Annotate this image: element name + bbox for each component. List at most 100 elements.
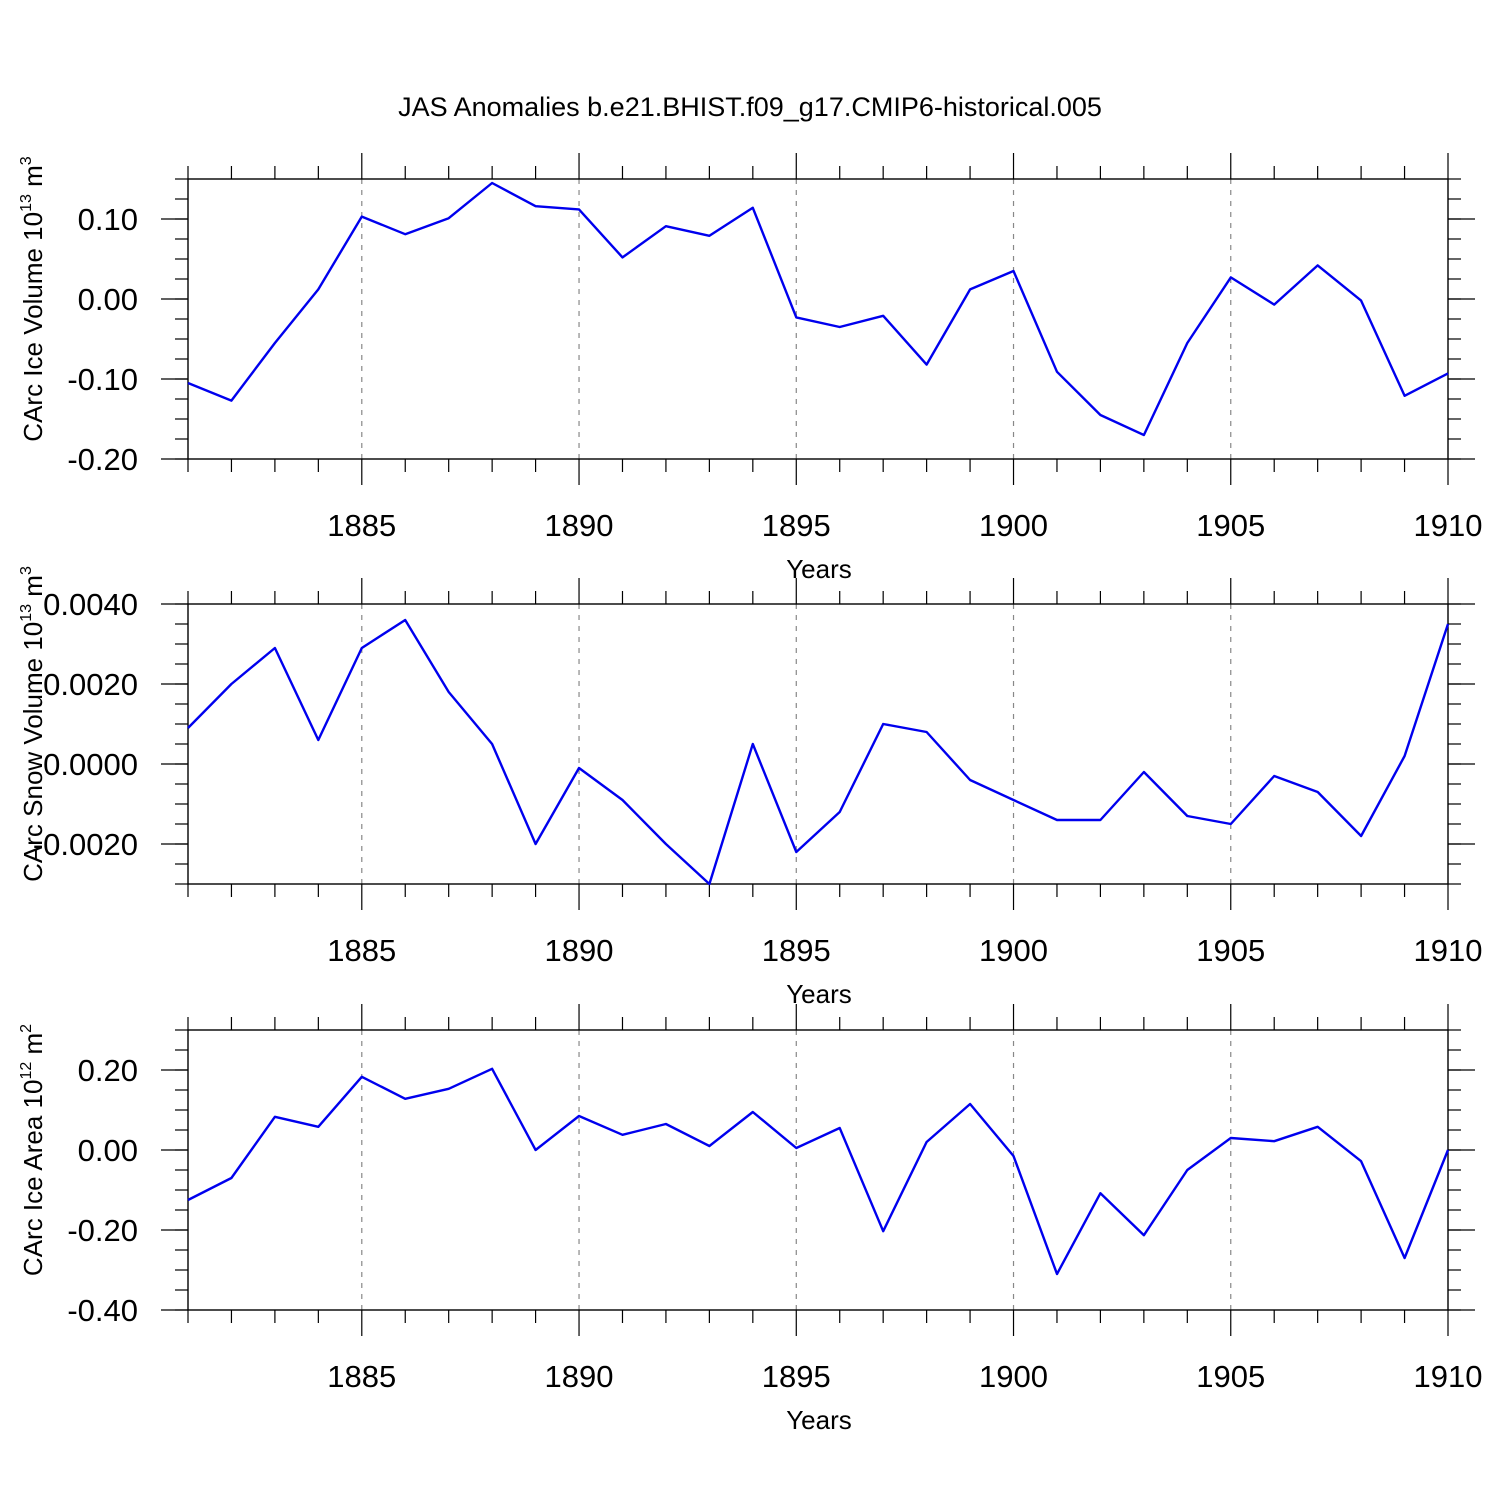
data-point-1903 [1142, 433, 1146, 437]
y-axis-title-unit-exponent: 3 [18, 566, 35, 575]
data-point-1887 [447, 1087, 451, 1091]
data-point-1890 [577, 1114, 581, 1118]
data-point-1887 [447, 690, 451, 694]
data-point-1908 [1359, 834, 1363, 838]
data-point-1896 [838, 810, 842, 814]
data-point-1893 [707, 1144, 711, 1148]
data-point-1889 [534, 842, 538, 846]
data-point-1884 [316, 287, 320, 291]
data-point-1899 [968, 778, 972, 782]
data-point-1909 [1403, 754, 1407, 758]
y-tick-label: 0.0040 [43, 587, 138, 622]
data-point-1896 [838, 325, 842, 329]
data-point-1892 [664, 1122, 668, 1126]
data-point-1902 [1098, 1191, 1102, 1195]
data-point-1893 [707, 234, 711, 238]
y-tick-label: -0.20 [67, 442, 138, 477]
plot-frame [187, 178, 1449, 460]
y-axis-title: CArc Snow Volume 1013 m3 [18, 566, 48, 882]
y-tick-label: -0.40 [67, 1293, 138, 1328]
series-line-2 [187, 618, 1450, 886]
data-point-1897 [881, 722, 885, 726]
data-point-1886 [403, 232, 407, 236]
data-point-1899 [968, 1102, 972, 1106]
data-point-1898 [925, 363, 929, 367]
data-point-1896 [838, 1126, 842, 1130]
data-point-1901 [1055, 1272, 1059, 1276]
data-point-1884 [316, 1125, 320, 1129]
x-tick-label-1900: 1900 [979, 1359, 1048, 1394]
x-axis-title: Years [786, 979, 852, 1009]
data-point-1904 [1185, 1168, 1189, 1172]
y-tick-label: 0.20 [78, 1053, 138, 1088]
x-axis-title: Years [786, 554, 852, 584]
y-axis-title: CArc Ice Volume 1013 m3 [18, 156, 48, 441]
x-tick-label-1910: 1910 [1414, 933, 1483, 968]
plot-frame [187, 603, 1449, 885]
y-axis-title-text: CArc Snow Volume 10 [18, 622, 48, 882]
panels: -0.20 -0.10 0.00 0.10 1885 1890 1895 1900 1905 19… [18, 153, 1482, 1435]
data-point-1909 [1403, 394, 1407, 398]
data-point-1906 [1272, 1139, 1276, 1143]
data-point-1898 [925, 1140, 929, 1144]
data-point-1904 [1185, 814, 1189, 818]
data-point-1885 [360, 1075, 364, 1079]
data-point-1897 [881, 314, 885, 318]
x-tick-label-1910: 1910 [1414, 1359, 1483, 1394]
data-point-1899 [968, 287, 972, 291]
data-point-1907 [1316, 263, 1320, 267]
y-tick-label: 0.0020 [43, 667, 138, 702]
data-point-1897 [881, 1229, 885, 1233]
data-point-1881 [186, 381, 190, 385]
x-tick-label-1905: 1905 [1196, 1359, 1265, 1394]
y-tick-label: -0.10 [67, 362, 138, 397]
data-point-1882 [229, 682, 233, 686]
data-point-1894 [751, 742, 755, 746]
x-tick-label-1900: 1900 [979, 933, 1048, 968]
data-point-1895 [794, 850, 798, 854]
data-point-1902 [1098, 413, 1102, 417]
data-point-1887 [447, 216, 451, 220]
data-point-1908 [1359, 299, 1363, 303]
panel-2: -0.0020 0.0000 0.0020 0.0040 1885 1890 1895 190… [18, 566, 1482, 1009]
main-title: JAS Anomalies b.e21.BHIST.f09_g17.CMIP6-… [398, 92, 1102, 122]
x-tick-label-1885: 1885 [327, 1359, 396, 1394]
data-point-1907 [1316, 790, 1320, 794]
data-point-1885 [360, 646, 364, 650]
x-tick-label-1905: 1905 [1196, 933, 1265, 968]
data-point-1888 [490, 1067, 494, 1071]
data-point-1892 [664, 224, 668, 228]
x-tick-label-1900: 1900 [979, 508, 1048, 543]
panel-3: -0.40 -0.20 0.00 0.20 1885 1890 1895 1900 1905 19… [18, 1004, 1482, 1435]
y-tick-label: 0.10 [78, 202, 138, 237]
data-point-1894 [751, 206, 755, 210]
x-tick-label-1895: 1895 [762, 1359, 831, 1394]
data-point-1888 [490, 742, 494, 746]
data-point-1908 [1359, 1159, 1363, 1163]
y-axis-title-unit: m [18, 165, 48, 194]
x-tick-label-1890: 1890 [545, 508, 614, 543]
data-point-1910 [1446, 371, 1450, 375]
data-point-1883 [273, 1115, 277, 1119]
data-point-1895 [794, 1146, 798, 1150]
y-axis-title-unit: m [18, 1033, 48, 1062]
data-point-1881 [186, 726, 190, 730]
data-point-1906 [1272, 774, 1276, 778]
data-point-1910 [1446, 622, 1450, 626]
data-point-1886 [403, 1097, 407, 1101]
y-tick-label: 0.00 [78, 282, 138, 317]
y-tick-label: -0.20 [67, 1213, 138, 1248]
plot-frame [187, 1029, 1449, 1311]
x-tick-label-1910: 1910 [1414, 508, 1483, 543]
x-tick-label-1905: 1905 [1196, 508, 1265, 543]
y-axis-title-exponent: 13 [18, 604, 35, 622]
y-tick-label: 0.00 [78, 1133, 138, 1168]
data-point-1882 [229, 399, 233, 403]
data-point-1891 [620, 798, 624, 802]
y-tick-label: 0.0000 [43, 747, 138, 782]
y-axis-title-unit-exponent: 2 [18, 1024, 35, 1033]
y-axis-title-text: CArc Ice Volume 10 [18, 212, 48, 442]
data-point-1901 [1055, 370, 1059, 374]
data-point-1902 [1098, 818, 1102, 822]
